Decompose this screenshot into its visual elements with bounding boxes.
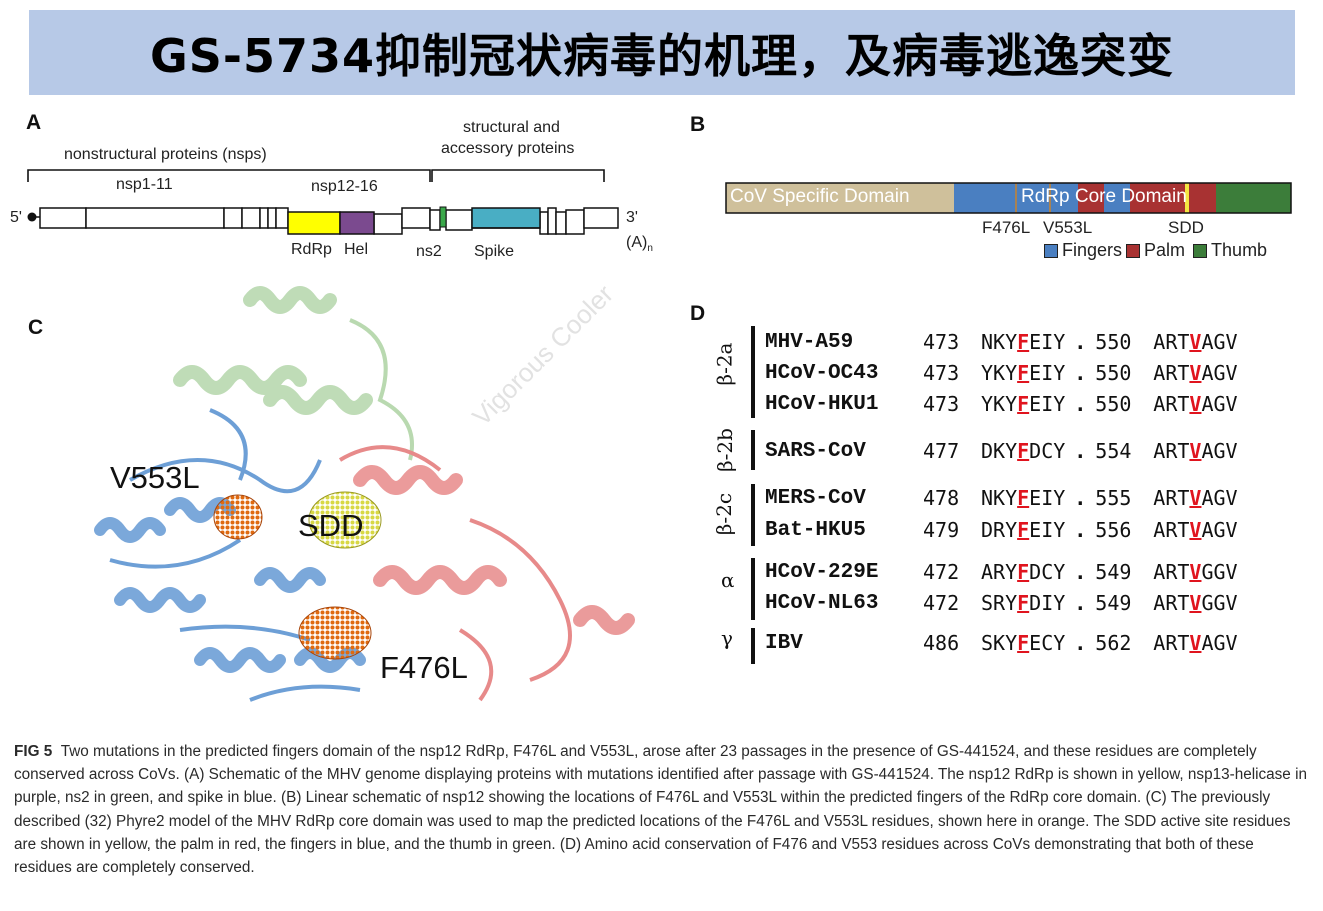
cov-specific-domain	[726, 183, 954, 213]
orf-box	[565, 209, 585, 235]
five-prime-label: 5'	[10, 209, 22, 226]
structural-label-2: accessory proteins	[441, 140, 575, 157]
nsp-box	[85, 207, 225, 229]
fingers-loops	[109, 408, 361, 702]
panel-a-letter: A	[26, 111, 42, 134]
group-label-alpha: α	[721, 568, 735, 592]
c-v553l-label: V553L	[110, 460, 200, 495]
caption-fig-label: FIG 5	[14, 743, 53, 760]
thumb-swatch	[1193, 243, 1208, 258]
cov-specific-label: CoV Specific Domain	[730, 186, 910, 207]
palm-swatch	[1126, 243, 1141, 258]
nsp-box	[241, 207, 261, 229]
palm-domain	[1130, 183, 1216, 213]
orf-box	[547, 207, 557, 235]
fingers-swatch	[1044, 243, 1058, 258]
orf-box	[539, 211, 549, 235]
nsp-box	[401, 207, 431, 229]
orf-box	[429, 209, 441, 231]
spike-label: Spike	[474, 243, 515, 260]
caption-text: Two mutations in the predicted fingers d…	[14, 743, 1307, 877]
b-sdd-label: SDD	[1168, 218, 1204, 237]
panel-c-letter: C	[28, 316, 44, 339]
thumb-domain	[1216, 183, 1291, 213]
helicase-box	[339, 211, 375, 235]
alignment-row: MERS-CoV 478 NKY F EIY. 555 ART V AGV	[765, 486, 1238, 510]
nsp-box	[267, 207, 277, 229]
orf-box	[583, 207, 619, 229]
alignment-row: IBV 486 SKY F ECY. 562 ART V AGV	[765, 631, 1238, 655]
c-f476l-label: F476L	[380, 650, 468, 685]
orf-box	[555, 211, 567, 235]
group-label-b2b: β-2b	[712, 428, 737, 472]
three-prime-label: 3'	[626, 209, 638, 226]
ns2-label: ns2	[416, 243, 442, 260]
fingers-domain	[1104, 183, 1130, 213]
alignment-row: HCoV-229E 472 ARY F DCY. 549 ART V GGV	[765, 560, 1238, 584]
palm-domain-ribbon	[353, 465, 635, 635]
nsp-box	[223, 207, 243, 229]
ns2-box	[439, 206, 447, 228]
rdrp-core-label: RdRp Core Domain	[1021, 186, 1187, 207]
group-bar	[751, 558, 755, 620]
spike-box	[471, 207, 541, 229]
structural-label-1: structural and	[463, 119, 560, 136]
legend-palm: Palm	[1144, 240, 1186, 260]
panel-b-letter: B	[690, 113, 706, 136]
orf-box	[445, 209, 473, 231]
hel-label: Hel	[344, 241, 369, 258]
legend-fingers: Fingers	[1062, 240, 1123, 260]
legend-thumb: Thumb	[1211, 240, 1268, 260]
group-label-gamma: γ	[721, 626, 733, 650]
nsp-box	[259, 207, 269, 229]
alignment-row: HCoV-NL63 472 SRY F DIY. 549 ART V GGV	[765, 591, 1238, 615]
alignment-row: SARS-CoV 477 DKY F DCY. 554 ART V AGV	[765, 439, 1238, 463]
group-bar	[751, 484, 755, 546]
rdrp-label: RdRp	[291, 241, 332, 258]
alignment-row: HCoV-OC43 473 YKY F EIY. 550 ART V AGV	[765, 361, 1238, 385]
nsp-box	[275, 207, 289, 229]
structural-bracket	[431, 169, 605, 182]
nsp-box	[373, 213, 403, 235]
polya-label: (A)n	[626, 234, 653, 255]
nsps-label: nonstructural proteins (nsps)	[64, 146, 267, 163]
nsp1-11-label: nsp1-11	[116, 176, 173, 193]
palm-loops	[338, 445, 572, 702]
alignment-row: HCoV-HKU1 473 YKY F EIY. 550 ART V AGV	[765, 392, 1238, 416]
group-bar	[751, 326, 755, 418]
page-title: GS-5734抑制冠状病毒的机理，及病毒逃逸突变	[149, 28, 1174, 83]
sdd-marker	[1185, 183, 1189, 213]
title-banner: GS-5734抑制冠状病毒的机理，及病毒逃逸突变	[29, 10, 1295, 95]
rdrp-box	[287, 211, 341, 235]
group-label-b2c: β-2c	[712, 492, 737, 536]
alignment-row: MHV-A59 473 NKY F EIY. 550 ART V AGV	[765, 330, 1238, 354]
conservation-alignment: β-2a β-2b β-2c α γ MHV-A59 473 NKY F EIY. 550…	[712, 322, 1315, 664]
figure-caption: FIG 5 Two mutations in the predicted fin…	[14, 740, 1314, 879]
v553l-spheres	[213, 494, 263, 540]
f476l-spheres	[298, 606, 372, 660]
group-bar	[751, 430, 755, 470]
protein-structure	[94, 286, 635, 702]
group-bar	[751, 628, 755, 664]
palm-domain	[1078, 183, 1104, 213]
group-label-b2a: β-2a	[712, 342, 737, 386]
c-sdd-label: SDD	[298, 508, 364, 543]
b-f476l-label: F476L	[982, 218, 1031, 237]
sdd-spheres	[308, 491, 382, 549]
thumb-domain-ribbon	[173, 286, 373, 415]
b-v553l-label: V553L	[1043, 218, 1093, 237]
b-legend: Fingers Palm Thumb	[1044, 240, 1267, 261]
nsp12-16-label: nsp12-16	[311, 178, 378, 195]
genome-schematic	[27, 169, 619, 235]
alignment-row: Bat-HKU5 479 DRY F EIY. 556 ART V AGV	[765, 518, 1238, 542]
panel-d-letter: D	[690, 302, 706, 325]
nsp12-domain-bar	[725, 182, 1292, 214]
nsp-box	[39, 207, 87, 229]
nsps-bracket	[27, 169, 431, 182]
